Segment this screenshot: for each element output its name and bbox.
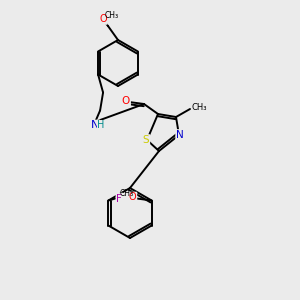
Text: CH₃: CH₃ bbox=[120, 189, 134, 198]
Text: N: N bbox=[91, 121, 99, 130]
Text: O: O bbox=[99, 14, 107, 24]
Text: N: N bbox=[176, 130, 184, 140]
Text: H: H bbox=[98, 121, 105, 130]
Text: F: F bbox=[116, 194, 122, 203]
Text: CH₃: CH₃ bbox=[105, 11, 119, 20]
Text: O: O bbox=[122, 96, 130, 106]
Text: CH₃: CH₃ bbox=[192, 103, 208, 112]
Text: S: S bbox=[143, 135, 149, 145]
Text: O: O bbox=[129, 193, 136, 202]
